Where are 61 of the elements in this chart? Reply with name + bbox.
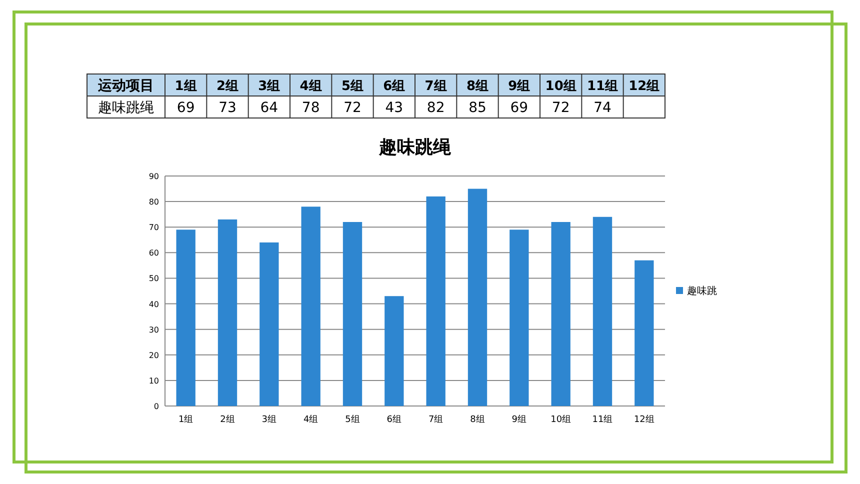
x-tick-label: 7组	[428, 414, 444, 425]
x-tick-label: 11组	[592, 414, 613, 425]
category-label: 1组	[174, 79, 197, 94]
data-label: 73	[218, 100, 236, 116]
y-tick-label: 80	[148, 198, 159, 207]
bar	[468, 188, 488, 406]
x-tick-label: 9组	[512, 414, 527, 425]
y-tick-label: 50	[148, 274, 159, 284]
data-label: 69	[176, 100, 195, 116]
data-label: 85	[468, 100, 486, 116]
text: 趣味跳绳	[98, 100, 154, 116]
category-label: 4组	[300, 79, 322, 94]
y-tick-label: 40	[148, 300, 159, 309]
x-tick-label: 4组	[303, 414, 318, 425]
x-tick-label: 1组	[178, 414, 194, 425]
y-tick-label: 90	[148, 172, 159, 181]
y-tick-label: 0	[154, 402, 159, 411]
data-label: 78	[302, 100, 320, 116]
y-tick-label: 10	[148, 376, 159, 386]
bar	[510, 230, 529, 406]
category-label: 7组	[424, 79, 447, 94]
x-tick-label: 8组	[470, 414, 485, 425]
x-tick-label: 6组	[386, 414, 402, 425]
y-tick-label: 70	[148, 223, 159, 232]
category-label: 2组	[216, 79, 239, 94]
bar	[592, 216, 612, 406]
data-label: 64	[260, 100, 278, 116]
category-label: 8组	[466, 79, 489, 94]
x-tick-label: 5组	[345, 414, 360, 425]
category-label: 6组	[383, 79, 406, 94]
data-label: 72	[552, 100, 570, 116]
bar	[218, 219, 238, 406]
data-label: 43	[385, 100, 404, 116]
bar	[426, 196, 446, 406]
legend-label: 趣味跳	[687, 285, 717, 297]
data-label: 82	[426, 100, 445, 116]
chart-title: 趣味跳绳	[378, 137, 452, 158]
text: 运动项目	[98, 78, 154, 94]
category-label: 12组	[628, 79, 660, 94]
bar	[342, 222, 362, 406]
category-label: 9组	[508, 79, 530, 94]
category-label: 5组	[341, 79, 364, 94]
y-tick-label: 60	[148, 248, 159, 258]
data-label: 72	[344, 100, 362, 116]
y-tick-label: 30	[148, 325, 159, 334]
bar	[301, 206, 320, 406]
data-label: 74	[594, 100, 612, 116]
x-tick-label: 2组	[220, 414, 235, 425]
bar	[176, 230, 196, 406]
bar	[260, 242, 279, 406]
data-label: 69	[510, 100, 528, 116]
y-tick-label: 20	[148, 350, 159, 360]
category-label: 11组	[586, 79, 618, 94]
x-tick-label: 3组	[262, 414, 277, 425]
category-label: 10组	[545, 79, 576, 94]
bar	[551, 222, 570, 406]
x-tick-label: 12组	[634, 414, 654, 425]
bar	[384, 296, 404, 406]
x-tick-label: 10组	[550, 414, 572, 425]
category-label: 3组	[258, 79, 280, 94]
bar	[634, 260, 654, 406]
